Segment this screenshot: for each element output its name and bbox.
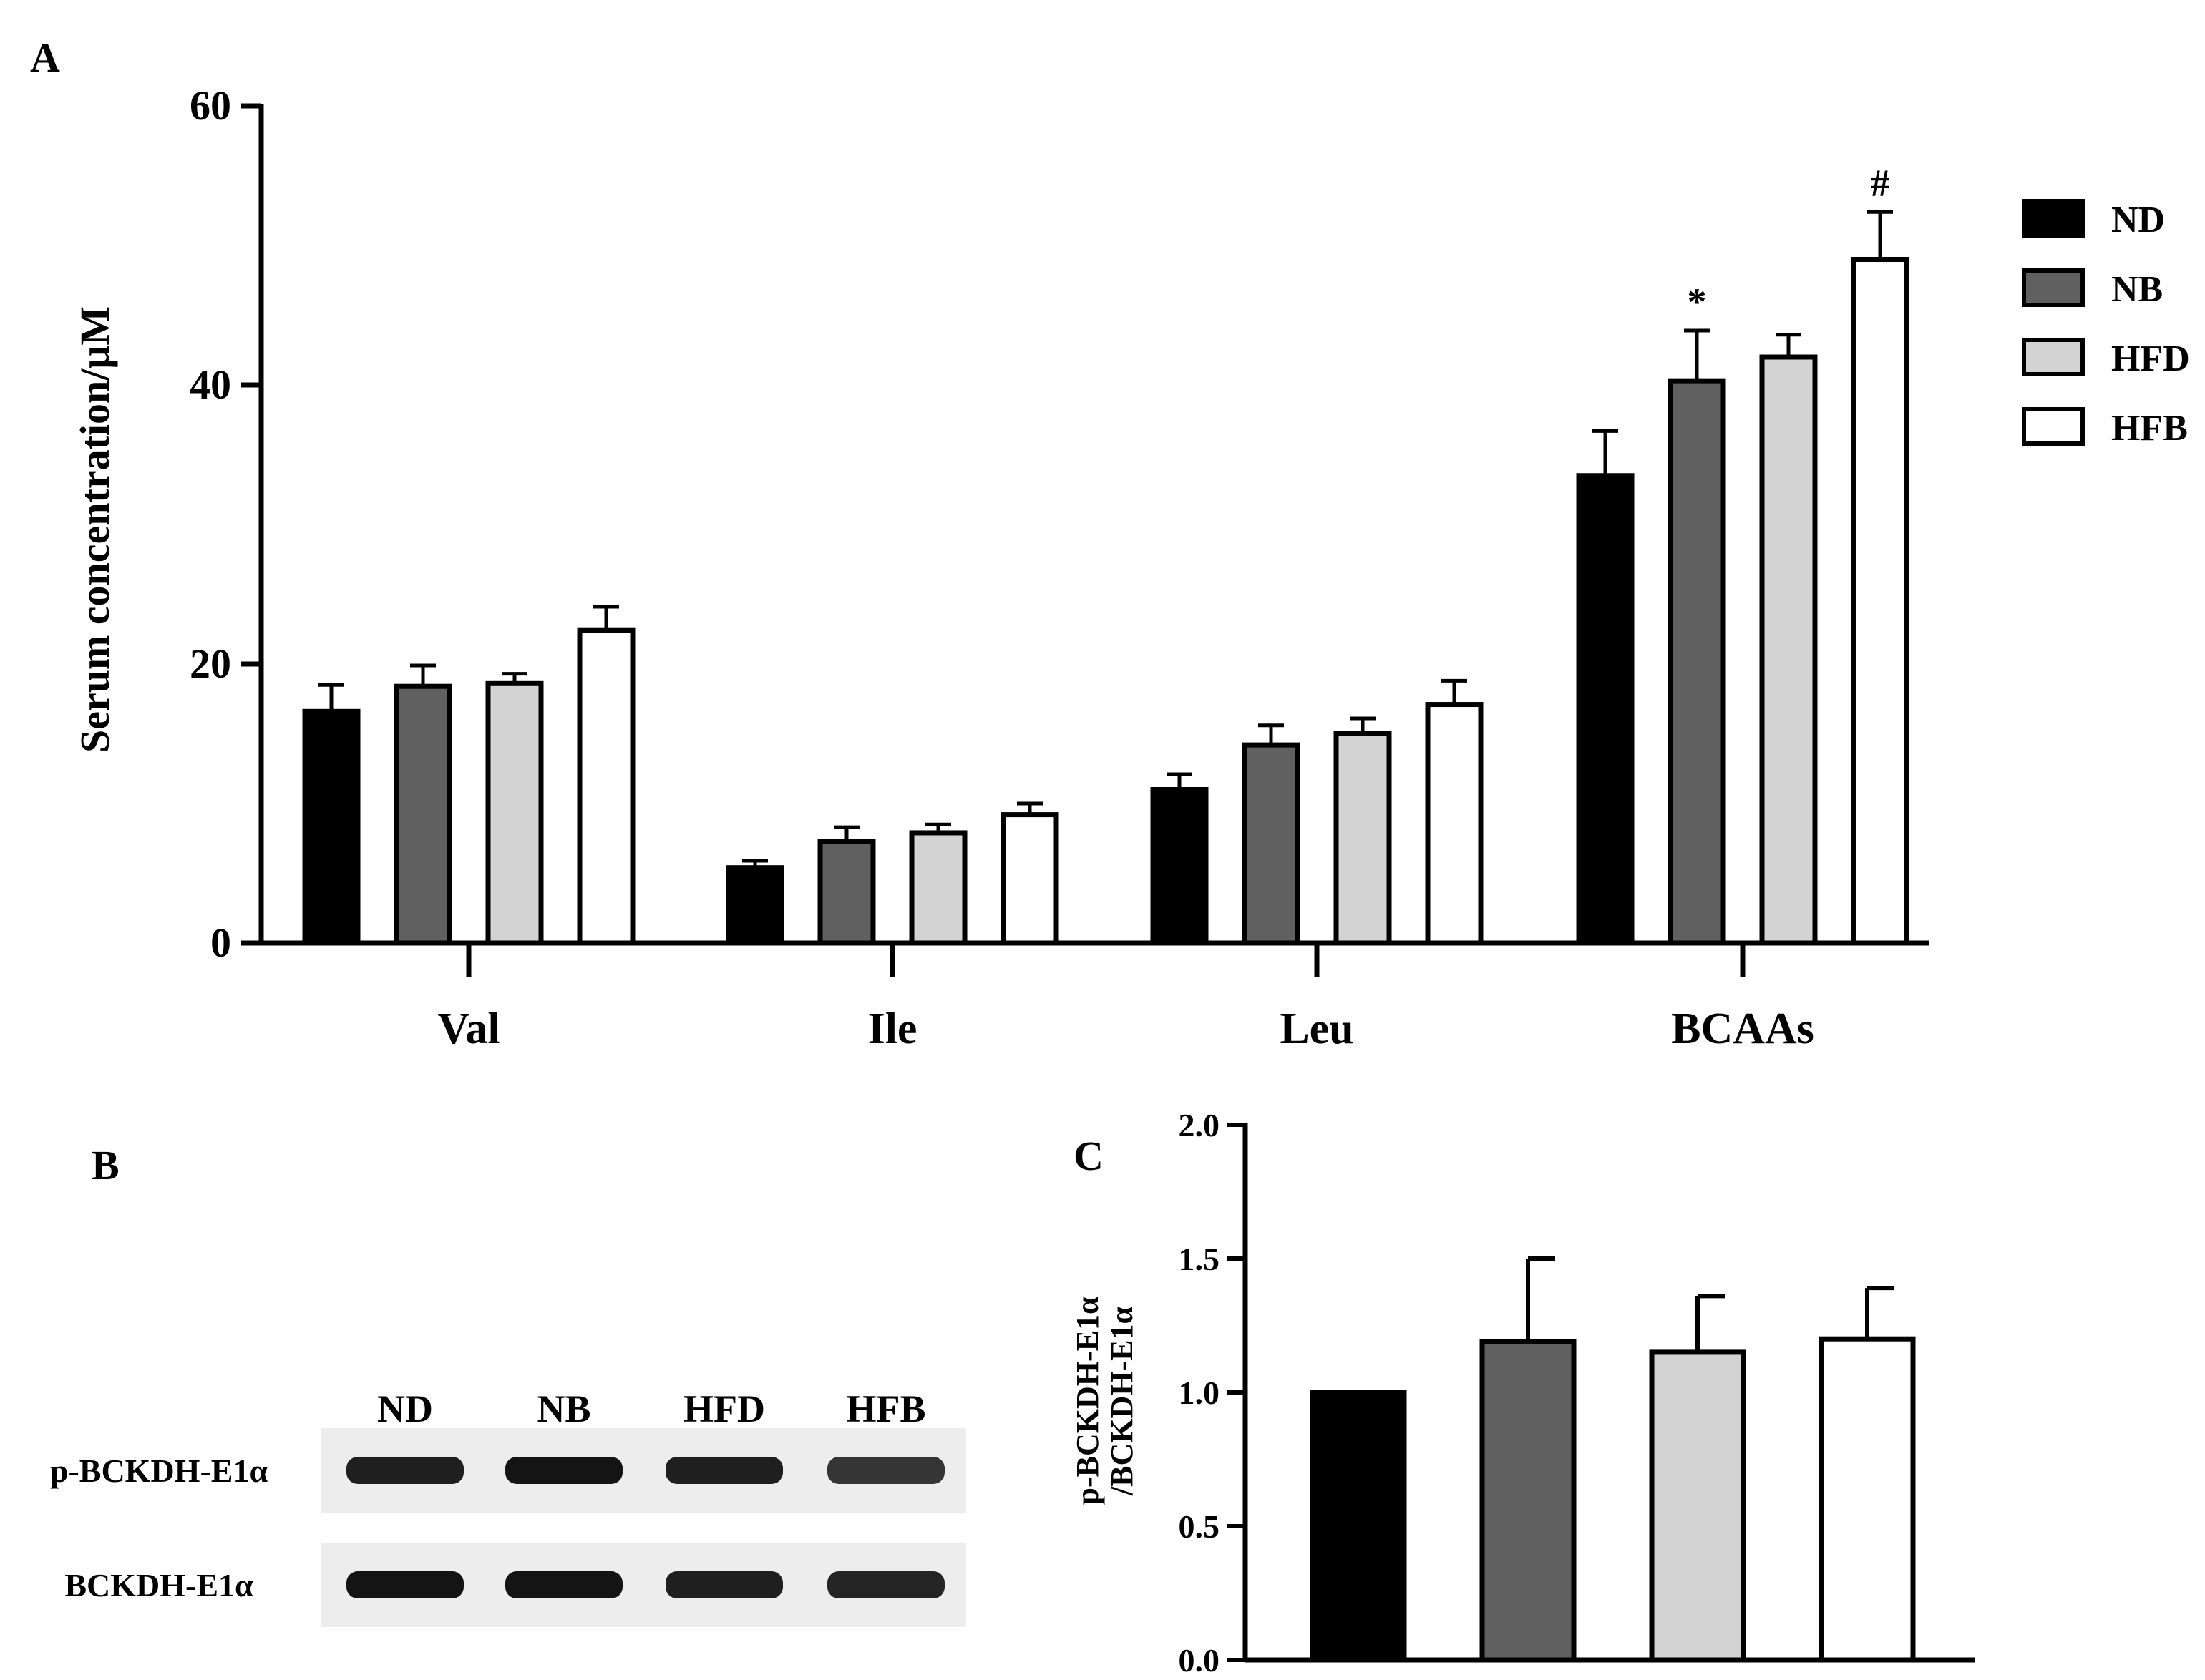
bar [577,627,636,946]
bar [1649,1349,1746,1663]
y-tick-label: 0.0 [1179,1642,1220,1679]
x-tick-label: Val [437,1005,500,1053]
bar [394,683,452,946]
legend-label: NB [2111,269,2163,310]
blot-band [666,1571,783,1598]
bar [302,708,361,946]
x-tick-label: Leu [1280,1005,1353,1053]
legend-label: ND [2111,200,2165,240]
bar [1150,787,1209,946]
bar [1310,1390,1407,1663]
y-tick-label: 40 [190,361,231,408]
bar [1668,378,1726,946]
blot-lane-label: NB [537,1387,590,1430]
bar [485,680,544,946]
blot-band [666,1457,783,1484]
bar [909,830,968,946]
significance-marker: # [1871,162,1890,205]
blot-lane-label: HFD [683,1387,765,1430]
blot-row-label: BCKDH-E1α [64,1567,253,1603]
y-axis-title: Serum concentration/μM [72,306,118,753]
y-axis-title-line1: p-BCKDH-E1α [1070,1296,1105,1505]
bar [1242,742,1300,946]
legend: ND NB HFD HFB [2022,199,2190,449]
y-tick-label: 20 [190,640,231,687]
panel-label-b: B [92,1142,120,1188]
y-axis-title-line2: /BCKDH-E1α [1104,1306,1139,1496]
panel-label-a: A [30,34,60,81]
legend-swatch [2022,268,2085,307]
y-tick-label: 1.0 [1179,1374,1220,1411]
bar [1819,1336,1916,1663]
bar [1333,731,1392,946]
bar [726,865,784,946]
blot-band [827,1571,945,1598]
bar [1576,473,1635,946]
legend-label: HFD [2111,338,2190,379]
bar [1001,812,1059,946]
y-tick-label: 2.0 [1179,1107,1220,1143]
y-tick-label: 60 [190,82,231,129]
panel-label-c: C [1074,1133,1104,1179]
blot-lane-label: HFB [846,1387,925,1430]
blot-band [505,1457,623,1484]
x-tick-label: BCAAs [1671,1005,1814,1053]
y-tick-label: 0.5 [1179,1508,1220,1545]
legend-swatch [2022,338,2085,376]
legend-label: HFB [2111,408,2188,449]
legend-swatch [2022,407,2085,446]
bar [1425,702,1484,946]
blot-lane-label: ND [377,1387,433,1430]
y-tick-label: 1.5 [1179,1241,1220,1277]
western-blot: ND NB HFD HFB p-BCKDH-E1α BCKDH-E1α [50,1387,966,1627]
bar [817,839,876,946]
chart-a: 0 20 40 60 Val Ile Leu BCAAs Serum concentration… [72,82,1929,1053]
bar [1851,257,1909,946]
bar [1479,1339,1577,1663]
blot-band [505,1571,623,1598]
blot-band [346,1457,464,1484]
blot-row-label: p-BCKDH-E1α [50,1452,268,1489]
significance-marker: * [1688,280,1707,323]
blot-band [827,1457,945,1484]
bar [1759,354,1818,946]
y-tick-label: 0 [210,919,231,966]
blot-band [346,1571,464,1598]
chart-c: 0.0 0.5 1.0 1.5 2.0 p-BCKDH-E1α/BCKDH-E1α [1070,1107,1975,1679]
x-tick-label: Ile [868,1005,917,1053]
legend-swatch [2022,199,2085,238]
